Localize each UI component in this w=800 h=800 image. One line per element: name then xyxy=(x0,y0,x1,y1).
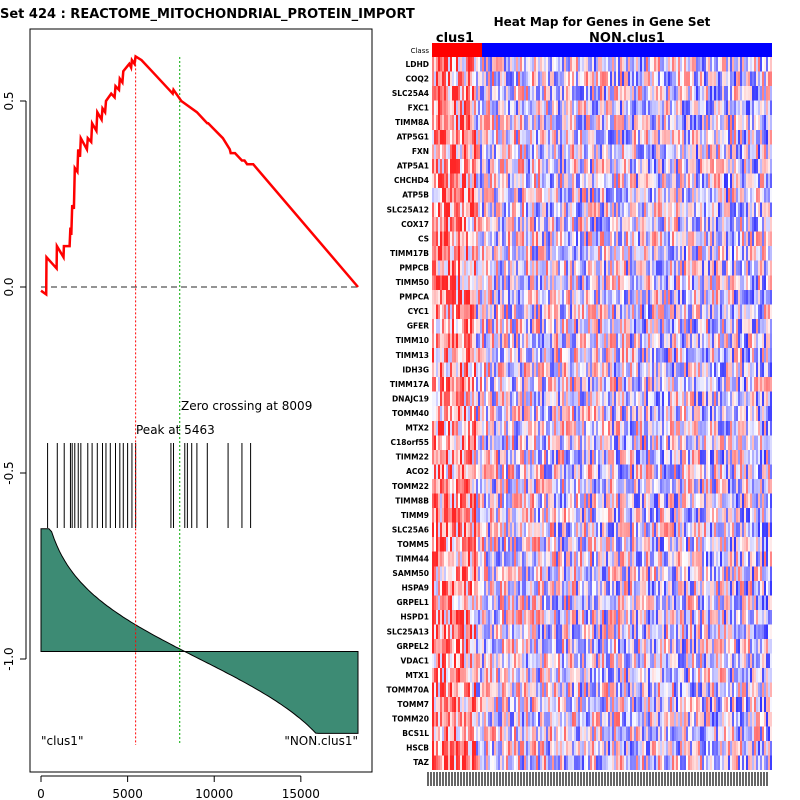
x-tick-label: 10000 xyxy=(195,787,233,800)
heatmap-row-label: TIMM8A xyxy=(395,118,429,127)
heatmap-row-label: SLC25A12 xyxy=(387,205,429,214)
left-plot-title: Set 424 : REACTOME_MITOCHONDRIAL_PROTEIN… xyxy=(0,7,415,22)
heatmap-row-label: SLC25A4 xyxy=(392,89,429,98)
heatmap-row-label: GRPEL2 xyxy=(396,642,429,651)
heatmap-row-label: COQ2 xyxy=(406,74,429,83)
heatmap-row-label: TOMM22 xyxy=(392,482,429,491)
x-tick-label: 15000 xyxy=(282,787,320,800)
enrichment-score-curve xyxy=(40,54,359,297)
heatmap-row-label: TOMM20 xyxy=(392,715,429,724)
heatmap-row-label: HSPA9 xyxy=(401,584,429,593)
class-row-label: Class xyxy=(411,47,430,55)
left-plot-frame xyxy=(29,28,373,773)
heatmap-title: Heat Map for Genes in Gene Set xyxy=(494,15,711,29)
heatmap-row-label: TOMM7 xyxy=(397,700,429,709)
heatmap-row-label: TIMM17B xyxy=(390,249,429,258)
heatmap-sample-labels xyxy=(427,772,768,786)
es-line xyxy=(40,54,359,297)
heatmap-row-label: LDHD xyxy=(405,60,429,69)
peak-label: Peak at 5463 xyxy=(136,423,215,437)
hit-barcode xyxy=(47,443,252,528)
guide-lines xyxy=(41,56,358,745)
heatmap-row-label: TIMM10 xyxy=(396,336,429,345)
heatmap-row-label: MTX2 xyxy=(405,424,429,433)
nonclus1-corner-label: "NON.clus1" xyxy=(284,734,358,748)
heatmap-row-label: C18orf55 xyxy=(391,438,430,447)
heatmap-row-label: ATP5A1 xyxy=(397,162,429,171)
y-tick-label: 0.0 xyxy=(2,277,16,296)
y-tick-label: 0.5 xyxy=(2,91,16,110)
heatmap-row-label: GFER xyxy=(407,322,429,331)
heatmap-row-label: TOMM40 xyxy=(392,409,429,418)
x-axis: 0 5000 10000 15000 xyxy=(37,775,320,800)
heatmap-row-label: TIMM50 xyxy=(396,278,429,287)
heatmap-row-label: TIMM22 xyxy=(396,453,429,462)
heatmap-row-label: CHCHD4 xyxy=(394,176,429,185)
ranked-metric-fill xyxy=(40,528,359,734)
group1-label: clus1 xyxy=(436,31,474,46)
y-axis: 0.5 0.0 -0.5 -1.0 xyxy=(2,91,27,671)
heatmap-row-label: HSCB xyxy=(406,744,429,753)
heatmap-row-label: TAZ xyxy=(413,758,429,767)
heatmap-row-label: TIMM17A xyxy=(390,380,429,389)
ranked-metric-area xyxy=(40,528,359,734)
heatmap-cells xyxy=(432,57,772,770)
y-tick-label: -1.0 xyxy=(2,647,16,670)
heatmap-row-label: BCS1L xyxy=(402,729,429,738)
clus1-corner-label: "clus1" xyxy=(41,734,83,748)
heatmap-row-label: ATP5G1 xyxy=(397,133,429,142)
heatmap-row-label: SLC25A6 xyxy=(392,525,429,534)
heatmap-row-label: TIMM9 xyxy=(401,511,429,520)
heatmap-row-label: TOMM70A xyxy=(386,685,429,694)
heatmap-row-label: IDH3G xyxy=(402,365,429,374)
x-tick-label: 0 xyxy=(37,787,45,800)
heatmap-row-label: TIMM8B xyxy=(395,496,429,505)
heatmap-row-label: SAMM50 xyxy=(392,569,429,578)
heatmap-row-labels: LDHD COQ2 SLC25A4 FXC1 TIMM8A ATP5G1 FXN ATP5A1… xyxy=(386,60,429,767)
class-bar-nonclus1 xyxy=(482,43,772,57)
heatmap-row-label: GRPEL1 xyxy=(396,598,429,607)
heatmap-row-label: TIMM13 xyxy=(396,351,429,360)
heatmap-row-label: ATP5B xyxy=(402,191,429,200)
zero-crossing-label: Zero crossing at 8009 xyxy=(181,399,312,413)
heatmap-row-label: TOMM5 xyxy=(397,540,429,549)
heatmap-row-label: HSPD1 xyxy=(400,613,429,622)
heatmap-row-label: PMPCB xyxy=(399,263,429,272)
heatmap-row-label: FXC1 xyxy=(408,103,429,112)
heatmap-row-label: DNAJC19 xyxy=(392,394,429,403)
heatmap-row-label: FXN xyxy=(412,147,429,156)
class-bar-clus1 xyxy=(432,43,482,57)
heatmap-row-label: CS xyxy=(418,234,429,243)
heatmap-row-label: SLC25A13 xyxy=(387,627,429,636)
group2-label: NON.clus1 xyxy=(589,31,665,46)
heatmap-row-label: CYC1 xyxy=(408,307,429,316)
heatmap-row-label: ACO2 xyxy=(406,467,429,476)
heatmap-row-label: COX17 xyxy=(401,220,429,229)
heatmap-row-label: VDAC1 xyxy=(400,656,429,665)
x-tick-label: 5000 xyxy=(112,787,143,800)
y-tick-label: -0.5 xyxy=(2,461,16,484)
heatmap-row-label: PMPCA xyxy=(399,293,429,302)
heatmap-row-label: TIMM44 xyxy=(396,555,429,564)
heatmap-row-label: MTX1 xyxy=(405,671,429,680)
